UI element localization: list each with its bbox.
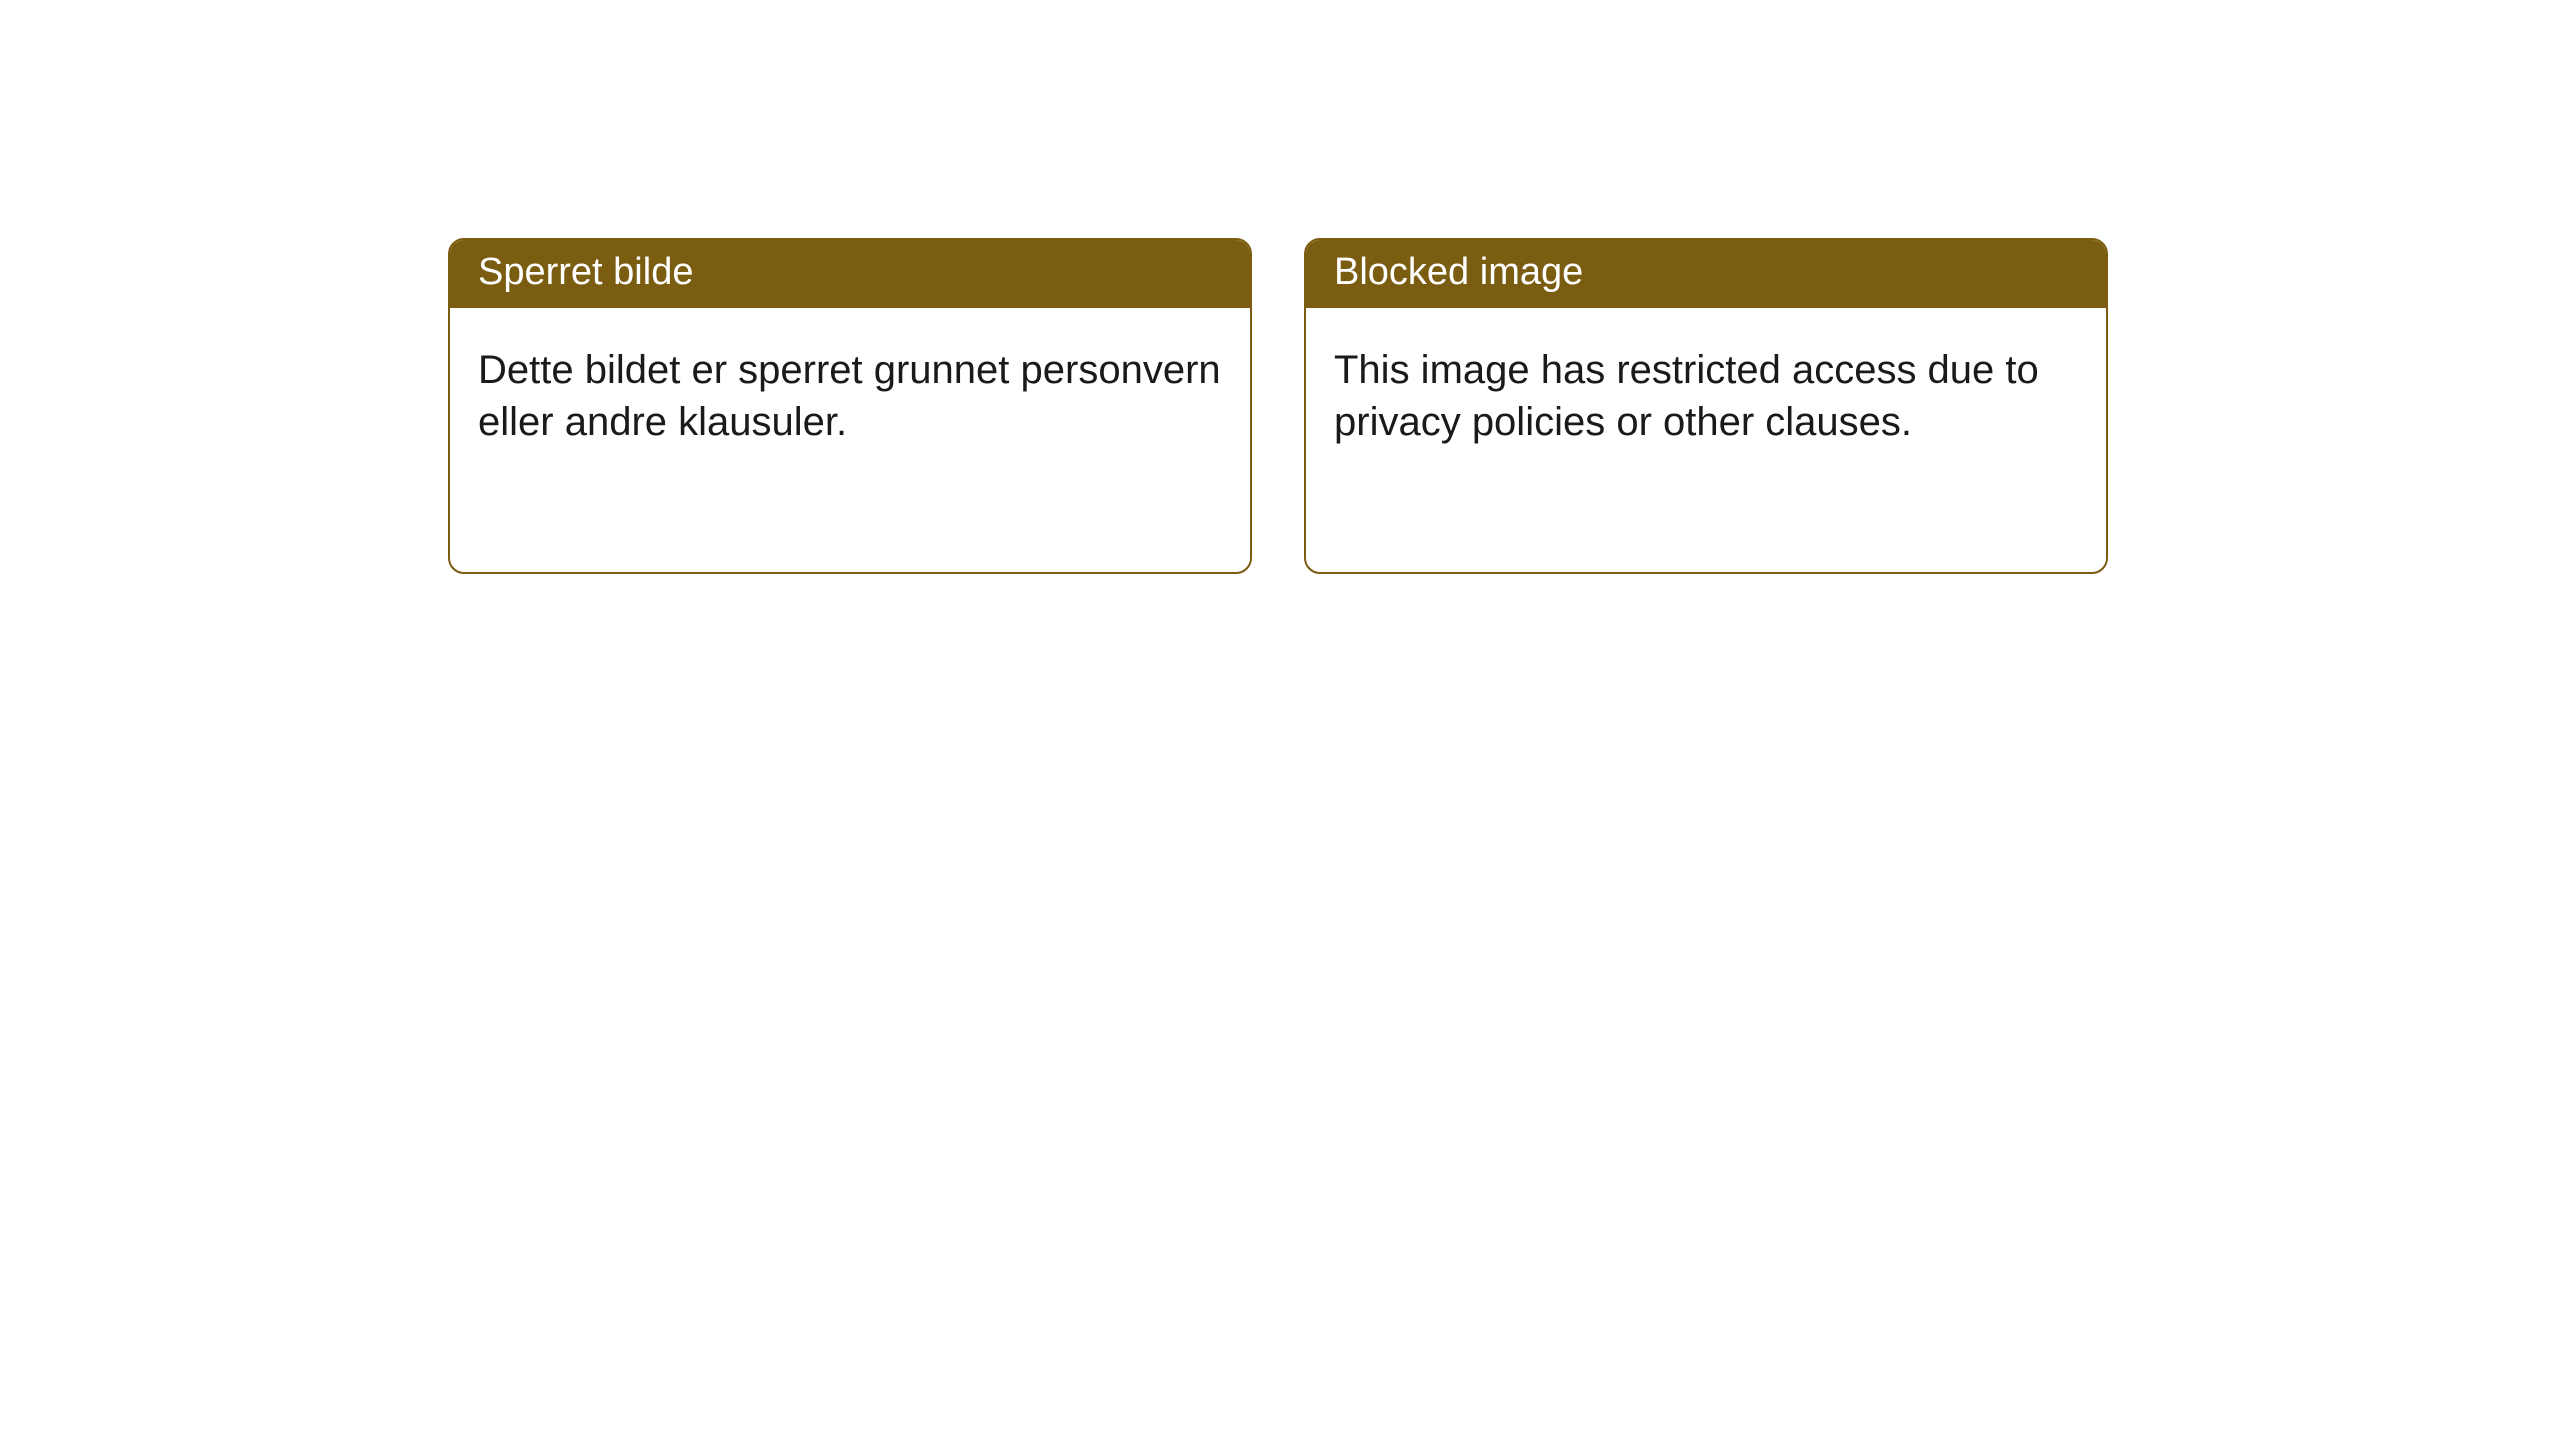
notice-card-english: Blocked image This image has restricted … [1304, 238, 2108, 574]
notice-container: Sperret bilde Dette bildet er sperret gr… [0, 0, 2560, 574]
notice-message: Dette bildet er sperret grunnet personve… [478, 348, 1221, 444]
notice-message: This image has restricted access due to … [1334, 348, 2039, 444]
notice-body: This image has restricted access due to … [1306, 308, 2106, 476]
notice-header: Sperret bilde [450, 240, 1250, 308]
notice-title: Sperret bilde [478, 251, 693, 293]
notice-header: Blocked image [1306, 240, 2106, 308]
notice-card-norwegian: Sperret bilde Dette bildet er sperret gr… [448, 238, 1252, 574]
notice-body: Dette bildet er sperret grunnet personve… [450, 308, 1250, 476]
notice-title: Blocked image [1334, 251, 1583, 293]
